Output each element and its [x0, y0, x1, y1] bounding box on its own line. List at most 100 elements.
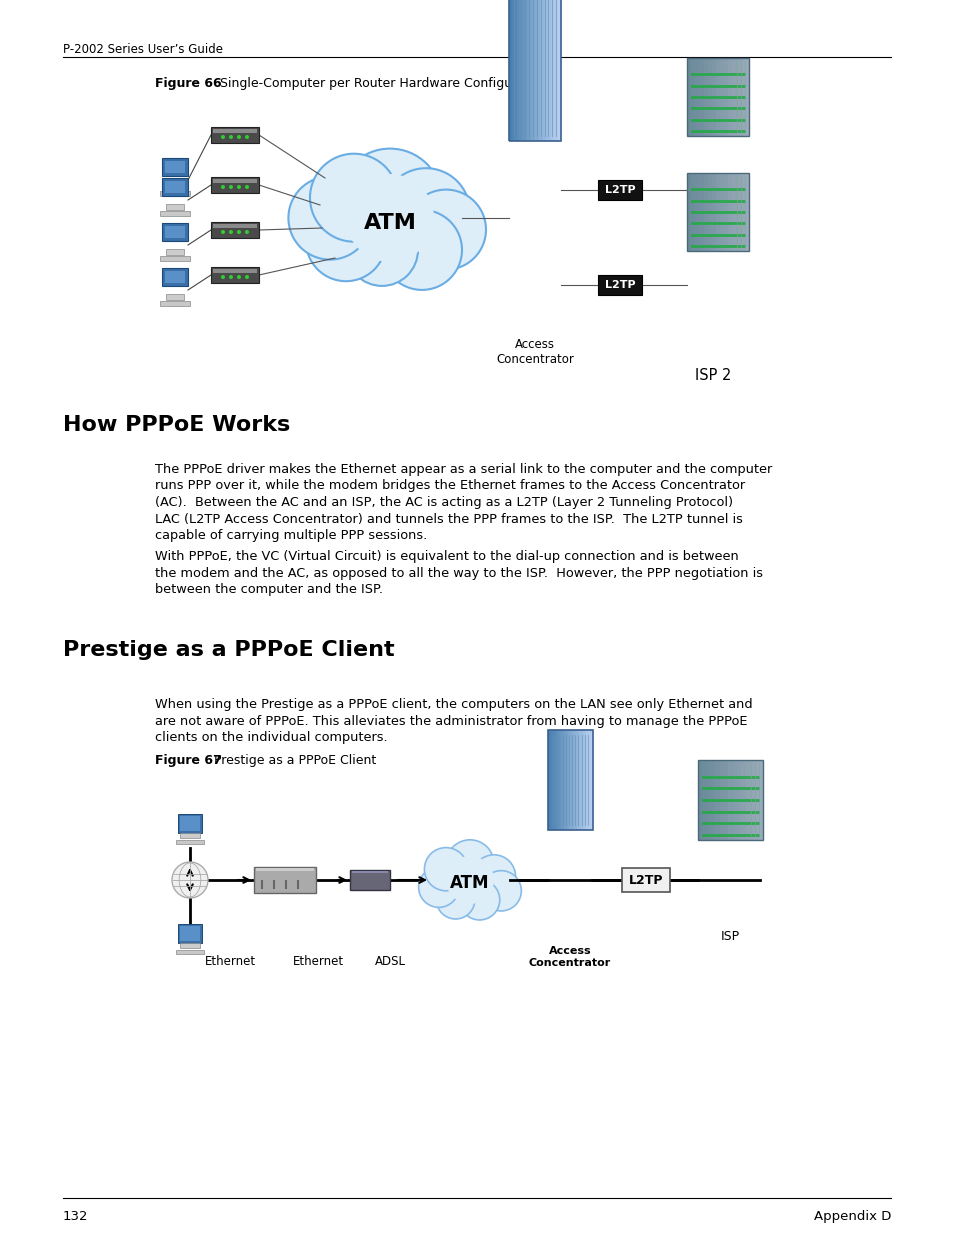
- Circle shape: [459, 879, 499, 920]
- Text: between the computer and the ISP.: between the computer and the ISP.: [154, 583, 382, 597]
- Bar: [686, 173, 748, 251]
- Circle shape: [472, 855, 515, 898]
- Text: Access
Concentrator: Access Concentrator: [496, 338, 574, 366]
- Text: Appendix D: Appendix D: [813, 1210, 890, 1223]
- Bar: [720, 173, 724, 251]
- Circle shape: [436, 881, 475, 919]
- Bar: [160, 191, 190, 196]
- Bar: [213, 179, 256, 183]
- Bar: [715, 58, 720, 136]
- Bar: [686, 173, 691, 251]
- Bar: [553, 0, 556, 141]
- Bar: [542, 0, 545, 141]
- Bar: [686, 58, 691, 136]
- Bar: [514, 0, 517, 141]
- Bar: [695, 58, 700, 136]
- Bar: [719, 760, 723, 840]
- Bar: [547, 730, 550, 830]
- Bar: [557, 730, 559, 830]
- Bar: [570, 730, 573, 830]
- Bar: [744, 173, 749, 251]
- Circle shape: [245, 275, 249, 279]
- Bar: [578, 730, 581, 830]
- Bar: [590, 730, 593, 830]
- Bar: [552, 730, 555, 830]
- Bar: [698, 760, 702, 840]
- Bar: [556, 0, 558, 141]
- Circle shape: [418, 867, 458, 908]
- Text: Ethernet: Ethernet: [293, 955, 343, 968]
- Bar: [517, 0, 519, 141]
- Bar: [539, 0, 542, 141]
- Circle shape: [346, 174, 434, 262]
- Bar: [547, 0, 551, 141]
- Bar: [211, 267, 258, 283]
- Bar: [699, 173, 703, 251]
- Text: Prestige as a PPPoE Client: Prestige as a PPPoE Client: [202, 755, 375, 767]
- Bar: [213, 269, 256, 273]
- Circle shape: [245, 135, 249, 140]
- Bar: [572, 730, 575, 830]
- Bar: [710, 760, 715, 840]
- Text: When using the Prestige as a PPPoE client, the computers on the LAN see only Eth: When using the Prestige as a PPPoE clien…: [154, 698, 752, 711]
- Bar: [166, 204, 184, 210]
- Text: P-2002 Series User’s Guide: P-2002 Series User’s Guide: [63, 43, 223, 56]
- Bar: [690, 58, 695, 136]
- Bar: [352, 871, 388, 873]
- Bar: [211, 177, 258, 193]
- Circle shape: [245, 230, 249, 233]
- Circle shape: [221, 135, 225, 140]
- Bar: [727, 760, 733, 840]
- Bar: [575, 730, 578, 830]
- Text: L2TP: L2TP: [604, 185, 635, 195]
- Circle shape: [229, 230, 233, 233]
- Text: 132: 132: [63, 1210, 89, 1223]
- Bar: [537, 0, 540, 141]
- Bar: [744, 58, 749, 136]
- Text: ISP 2: ISP 2: [695, 368, 731, 383]
- Bar: [509, 0, 512, 141]
- Bar: [213, 128, 256, 133]
- Bar: [758, 760, 762, 840]
- Bar: [175, 840, 204, 844]
- Bar: [686, 58, 748, 136]
- Bar: [568, 730, 571, 830]
- Bar: [563, 730, 566, 830]
- Bar: [754, 760, 759, 840]
- Bar: [581, 730, 584, 830]
- Bar: [253, 867, 315, 893]
- Bar: [577, 730, 579, 830]
- Bar: [160, 211, 190, 216]
- Circle shape: [245, 185, 249, 189]
- Bar: [162, 224, 188, 241]
- Circle shape: [381, 210, 461, 290]
- Bar: [550, 730, 553, 830]
- Bar: [598, 275, 641, 295]
- Text: runs PPP over it, while the modem bridges the Ethernet frames to the Access Conc: runs PPP over it, while the modem bridge…: [154, 479, 744, 493]
- Bar: [532, 0, 535, 141]
- Bar: [706, 760, 711, 840]
- Circle shape: [480, 871, 520, 911]
- Text: L2TP: L2TP: [604, 280, 635, 290]
- Bar: [732, 173, 737, 251]
- Bar: [166, 294, 184, 300]
- Bar: [737, 760, 741, 840]
- Bar: [727, 173, 732, 251]
- Circle shape: [424, 847, 467, 890]
- Bar: [545, 0, 548, 141]
- Text: the modem and the AC, as opposed to all the way to the ISP.  However, the PPP ne: the modem and the AC, as opposed to all …: [154, 567, 762, 579]
- Circle shape: [236, 135, 241, 140]
- Circle shape: [172, 862, 208, 898]
- Bar: [702, 173, 707, 251]
- Bar: [736, 173, 740, 251]
- Bar: [588, 730, 591, 830]
- Text: Access
Concentrator: Access Concentrator: [528, 946, 611, 967]
- Circle shape: [306, 201, 386, 282]
- Bar: [180, 816, 200, 831]
- Text: are not aware of PPPoE. This alleviates the administrator from having to manage : are not aware of PPPoE. This alleviates …: [154, 715, 747, 727]
- Bar: [160, 256, 190, 261]
- Bar: [535, 0, 537, 141]
- Text: Prestige as a PPPoE Client: Prestige as a PPPoE Client: [63, 640, 395, 659]
- Bar: [178, 814, 202, 832]
- Text: Single-Computer per Router Hardware Configuration: Single-Computer per Router Hardware Conf…: [208, 77, 548, 90]
